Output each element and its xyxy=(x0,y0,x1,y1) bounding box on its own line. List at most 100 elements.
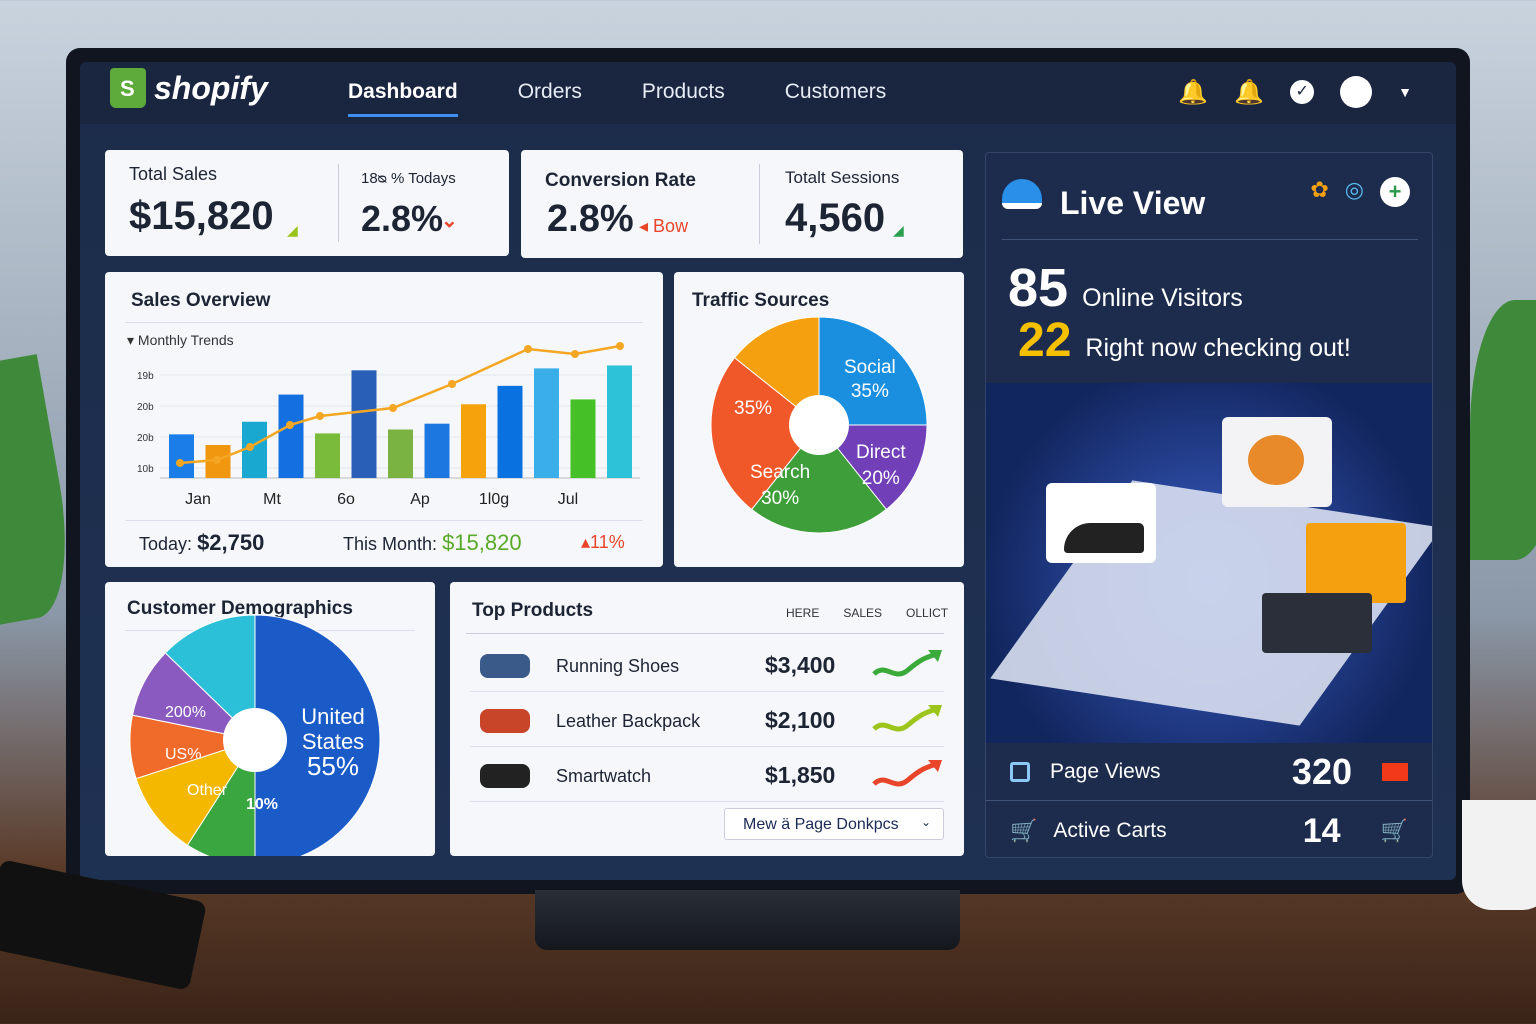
y-tick-label: 10b xyxy=(137,464,154,475)
active-carts-label: Active Carts xyxy=(1053,819,1167,842)
pie-slice[interactable] xyxy=(710,356,820,511)
product-row[interactable]: Leather Backpack $2,100 xyxy=(470,695,944,747)
cart-icon: 🛒 xyxy=(1010,818,1038,843)
bar xyxy=(169,434,194,478)
smartwatch-icon xyxy=(480,764,530,788)
bar xyxy=(461,404,486,478)
chat-icon[interactable]: ◎ xyxy=(1344,177,1364,202)
y-tick-label: 20b xyxy=(137,433,154,444)
month-sales-value: $15,820 xyxy=(442,530,522,555)
pie-slice[interactable] xyxy=(750,424,888,534)
today-sales-label: Today: xyxy=(139,534,193,554)
user-avatar-icon[interactable] xyxy=(1340,76,1373,108)
customer-demographics-card: Customer Demographics United States 55% 1… xyxy=(105,582,435,856)
today-sales-value: $2,750 xyxy=(197,530,265,555)
trend-up-icon: ◢ xyxy=(287,222,298,238)
nav-customers[interactable]: Customers xyxy=(784,80,887,103)
pie-slice[interactable] xyxy=(817,424,928,511)
cart-icon: 🛒 xyxy=(1380,818,1408,843)
bar xyxy=(570,399,596,478)
live-view-panel: Live View ✿ ◎ + 85 Online Visitors 22 Righ… xyxy=(985,152,1433,858)
x-tick-label: Mt xyxy=(263,491,281,508)
bar xyxy=(242,421,267,478)
trend-arrow-icon xyxy=(872,760,942,787)
add-icon[interactable]: + xyxy=(1380,177,1410,207)
traffic-direct-label: Direct 20% xyxy=(856,440,906,492)
product-row[interactable]: Smartwatch $1,850 xyxy=(470,750,944,802)
trend-point xyxy=(286,421,294,429)
conversion-label: Conversion Rate xyxy=(545,170,696,191)
social-label: Social xyxy=(844,357,896,378)
demographics-title: Customer Demographics xyxy=(127,598,353,619)
trend-point xyxy=(524,345,532,353)
total-sales-label: Total Sales xyxy=(129,164,218,184)
direct-label: Direct xyxy=(856,442,906,463)
notification-bell-icon[interactable]: 🔔 xyxy=(1234,78,1265,106)
store-illustration xyxy=(986,383,1432,743)
x-tick-label: Ap xyxy=(410,491,430,508)
trend-point xyxy=(246,443,254,451)
shopify-logo[interactable]: shopify xyxy=(110,68,268,108)
top-products-card: Top Products HERE SALES OLLICT Running S… xyxy=(450,582,964,856)
checkout-label: Right now checking out! xyxy=(1085,334,1351,362)
traffic-social-label: Social 35% xyxy=(844,356,896,404)
column-header[interactable]: OLLICT xyxy=(906,606,949,620)
trend-down-icon: ⌄ xyxy=(441,210,458,232)
traffic-title: Traffic Sources xyxy=(692,290,830,311)
nav-orders[interactable]: Orders xyxy=(517,80,582,103)
pie-slice[interactable] xyxy=(135,739,257,846)
live-view-icon xyxy=(1002,179,1042,209)
shopify-bag-icon xyxy=(110,68,146,108)
column-header[interactable]: SALES xyxy=(843,606,883,620)
trend-point xyxy=(176,459,184,467)
brand-name: shopify xyxy=(154,69,268,106)
check-circle-icon[interactable]: ✓ xyxy=(1290,80,1315,104)
chevron-down-icon[interactable]: ▼ xyxy=(1398,84,1412,100)
trend-point xyxy=(213,456,221,464)
shoe-icon xyxy=(480,654,530,678)
traffic-pie-chart xyxy=(710,316,928,534)
green-pct: 10% xyxy=(246,796,279,813)
product-row[interactable]: Running Shoes $3,400 xyxy=(470,640,944,692)
page-views-value: 320 xyxy=(1291,750,1352,792)
y-tick-label: 19b xyxy=(137,371,154,382)
social-pct: 35% xyxy=(850,381,889,402)
traffic-search-label: Search 30% xyxy=(750,460,810,512)
product-name: Running Shoes xyxy=(556,656,680,676)
bell-icon[interactable]: 🔔 xyxy=(1178,78,1209,106)
sessions-label: Totalt Sessions xyxy=(785,168,900,187)
x-tick-label: Jan xyxy=(185,491,211,508)
active-carts-value: 14 xyxy=(1302,811,1341,850)
plant-decoration xyxy=(1470,300,1536,560)
nav-dashboard[interactable]: Dashboard xyxy=(348,80,458,117)
x-tick-label: Jul xyxy=(558,491,578,508)
flag-icon xyxy=(1382,762,1408,781)
sales-bar-chart: 19b 20b 20b 10b Jan Mt 6o Ap 1l0g Jul xyxy=(137,342,640,508)
nav-products[interactable]: Products xyxy=(641,80,725,103)
checkout-count: 22 xyxy=(1018,314,1072,367)
trend-point xyxy=(316,412,324,420)
pie-slice[interactable] xyxy=(254,614,381,856)
trend-up-icon: ◢ xyxy=(893,222,904,238)
trend-line xyxy=(179,344,621,465)
sales-overview-title: Sales Overview xyxy=(131,290,271,311)
trend-point xyxy=(616,342,624,350)
today-label: 18ᴓ % Todays xyxy=(361,170,456,187)
monitor: shopify Dashboard Orders Products Custom… xyxy=(66,48,1470,894)
pie-slice[interactable] xyxy=(733,316,820,427)
dropdown-value: Mew ä Page Donkpcs xyxy=(743,816,899,833)
pie-slice[interactable] xyxy=(164,614,256,742)
page-dropdown[interactable]: Mew ä Page Donkpcs ⌄ xyxy=(724,808,944,840)
demographics-pie-chart xyxy=(129,614,381,856)
pie-slice[interactable] xyxy=(818,316,928,426)
column-header[interactable]: HERE xyxy=(786,606,820,620)
total-sales-value: $15,820 xyxy=(129,194,274,238)
pie-hole xyxy=(223,708,287,772)
trend-point xyxy=(389,404,397,412)
today-value: 2.8% xyxy=(361,198,444,239)
search-pct: 30% xyxy=(761,488,800,509)
analytics-icon[interactable]: ✿ xyxy=(1310,177,1329,202)
bar xyxy=(315,433,340,478)
us-label: United States 55% xyxy=(293,704,373,780)
top-nav-bar: shopify Dashboard Orders Products Custom… xyxy=(80,62,1456,124)
